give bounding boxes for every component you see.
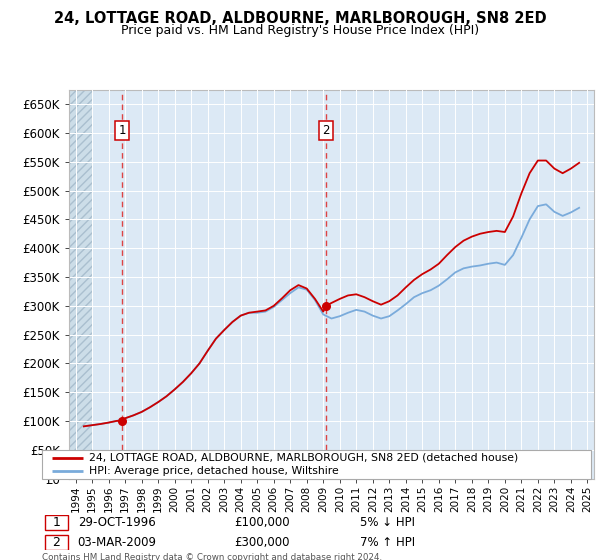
Text: Price paid vs. HM Land Registry's House Price Index (HPI): Price paid vs. HM Land Registry's House … — [121, 24, 479, 36]
Text: HPI: Average price, detached house, Wiltshire: HPI: Average price, detached house, Wilt… — [89, 466, 338, 476]
Text: Contains HM Land Registry data © Crown copyright and database right 2024.
This d: Contains HM Land Registry data © Crown c… — [42, 553, 382, 560]
Text: £300,000: £300,000 — [234, 536, 290, 549]
Text: 1: 1 — [52, 516, 60, 529]
Text: 29-OCT-1996: 29-OCT-1996 — [77, 516, 155, 529]
FancyBboxPatch shape — [45, 515, 68, 530]
Text: 24, LOTTAGE ROAD, ALDBOURNE, MARLBOROUGH, SN8 2ED (detached house): 24, LOTTAGE ROAD, ALDBOURNE, MARLBOROUGH… — [89, 452, 518, 463]
Text: £100,000: £100,000 — [234, 516, 290, 529]
FancyBboxPatch shape — [42, 450, 591, 479]
Text: 24, LOTTAGE ROAD, ALDBOURNE, MARLBOROUGH, SN8 2ED: 24, LOTTAGE ROAD, ALDBOURNE, MARLBOROUGH… — [53, 11, 547, 26]
Text: 2: 2 — [52, 536, 60, 549]
Text: 2: 2 — [322, 124, 330, 137]
Bar — [69, 90, 92, 479]
FancyBboxPatch shape — [45, 535, 68, 550]
Bar — [69, 90, 92, 479]
Text: 5% ↓ HPI: 5% ↓ HPI — [361, 516, 415, 529]
Text: 03-MAR-2009: 03-MAR-2009 — [77, 536, 157, 549]
Text: 1: 1 — [119, 124, 126, 137]
Text: 7% ↑ HPI: 7% ↑ HPI — [361, 536, 416, 549]
